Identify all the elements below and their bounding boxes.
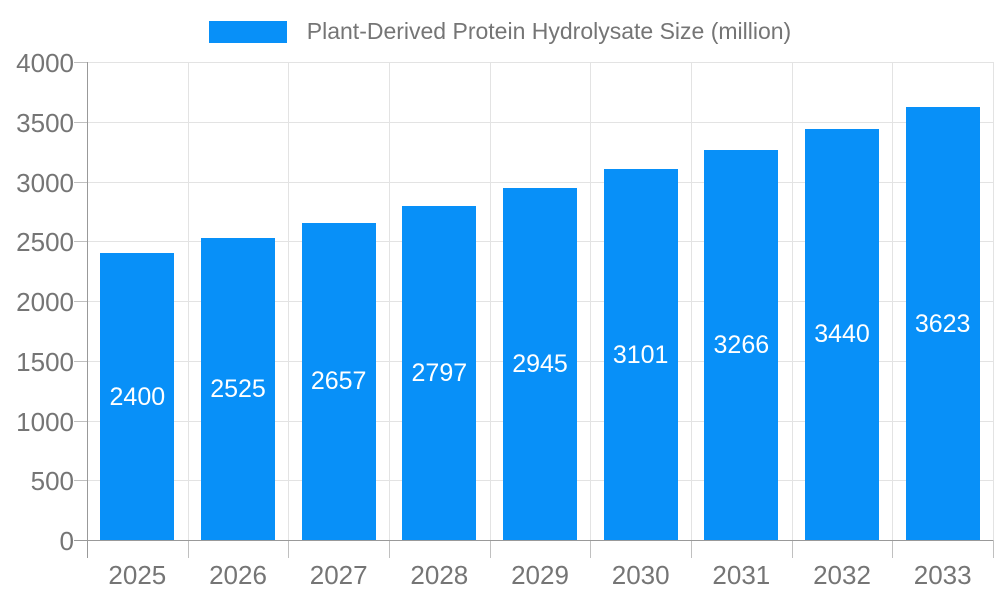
x-axis-tick [288, 540, 290, 558]
bar-value-label: 2400 [109, 382, 166, 411]
x-tick-label: 2033 [913, 560, 972, 590]
y-tick-label: 3500 [16, 107, 74, 138]
bar: 2797 [402, 205, 477, 540]
gridline-vertical [288, 62, 290, 540]
y-tick-label: 1000 [16, 406, 74, 437]
x-tick-label: 2027 [309, 560, 368, 590]
plot-area: 2400 2525 2657 2797 2945 3101 3266 3440 3623 [74, 62, 994, 558]
y-tick-label: 1500 [16, 346, 74, 377]
x-tick-label: 2032 [813, 560, 871, 590]
x-tick-label: 2025 [108, 560, 167, 590]
gridline-vertical [892, 62, 894, 540]
bar: 3101 [603, 169, 678, 540]
bar-value-label: 3266 [713, 330, 770, 359]
gridline-vertical [993, 62, 994, 540]
bar: 3440 [805, 128, 879, 540]
bar-value-label: 2797 [411, 358, 468, 387]
x-axis-tick [993, 540, 994, 558]
x-axis-tick [791, 540, 793, 558]
gridline-vertical [791, 62, 793, 540]
gridline-horizontal [87, 62, 993, 63]
y-tick-label: 500 [30, 466, 74, 497]
gridline-vertical [389, 62, 390, 540]
bar-value-label: 2525 [210, 375, 266, 404]
x-tick-label: 2028 [410, 560, 469, 590]
y-axis-tick [74, 301, 87, 302]
bar: 2525 [201, 238, 275, 540]
x-axis-tick [489, 540, 491, 558]
bar: 3623 [905, 107, 980, 540]
bar: 2657 [301, 222, 376, 540]
x-axis-tick [892, 540, 894, 558]
y-tick-label: 4000 [16, 48, 74, 78]
bar-value-label: 2657 [310, 367, 367, 396]
gridline-horizontal [87, 181, 993, 183]
y-axis-tick [74, 62, 87, 63]
y-tick-label: 2500 [16, 227, 74, 258]
legend-swatch [208, 20, 287, 43]
y-tick-label: 0 [59, 526, 74, 556]
y-tick-label: 2000 [16, 287, 74, 317]
bar: 3266 [704, 149, 779, 540]
y-axis-tick [74, 121, 87, 123]
x-axis-tick [590, 540, 592, 558]
bar-value-label: 3440 [814, 320, 870, 349]
x-axis-line [74, 540, 993, 541]
y-axis-labels: 0 500 1000 1500 2000 2500 3000 3500 4000 [0, 49, 74, 555]
x-axis-tick [389, 540, 390, 558]
y-axis-line [87, 62, 88, 558]
x-axis-labels: 2025 2026 2027 2028 2029 2030 2031 2032 2033 [87, 561, 993, 591]
y-axis-tick [74, 360, 87, 362]
y-axis-tick [74, 420, 87, 422]
y-axis-tick [74, 181, 87, 183]
bar-value-label: 3101 [612, 340, 669, 369]
x-tick-label: 2030 [611, 560, 670, 590]
x-axis-tick [691, 540, 692, 558]
x-axis-tick [187, 540, 189, 558]
y-tick-label: 3000 [16, 167, 74, 198]
gridline-horizontal [87, 121, 993, 123]
x-tick-label: 2031 [712, 560, 771, 590]
x-tick-label: 2029 [511, 560, 569, 590]
gridline-vertical [590, 62, 592, 540]
bar-value-label: 3623 [914, 309, 971, 338]
y-axis-tick [74, 480, 87, 482]
x-tick-label: 2026 [209, 560, 267, 590]
chart-legend: Plant-Derived Protein Hydrolysate Size (… [0, 18, 1000, 45]
bar-value-label: 2945 [512, 350, 568, 379]
gridline-vertical [691, 62, 692, 540]
gridline-vertical [187, 62, 189, 540]
legend-label: Plant-Derived Protein Hydrolysate Size (… [306, 18, 792, 44]
y-axis-tick [74, 241, 87, 243]
gridline-vertical [489, 62, 491, 540]
bar: 2945 [503, 188, 577, 540]
bar: 2400 [100, 253, 175, 540]
